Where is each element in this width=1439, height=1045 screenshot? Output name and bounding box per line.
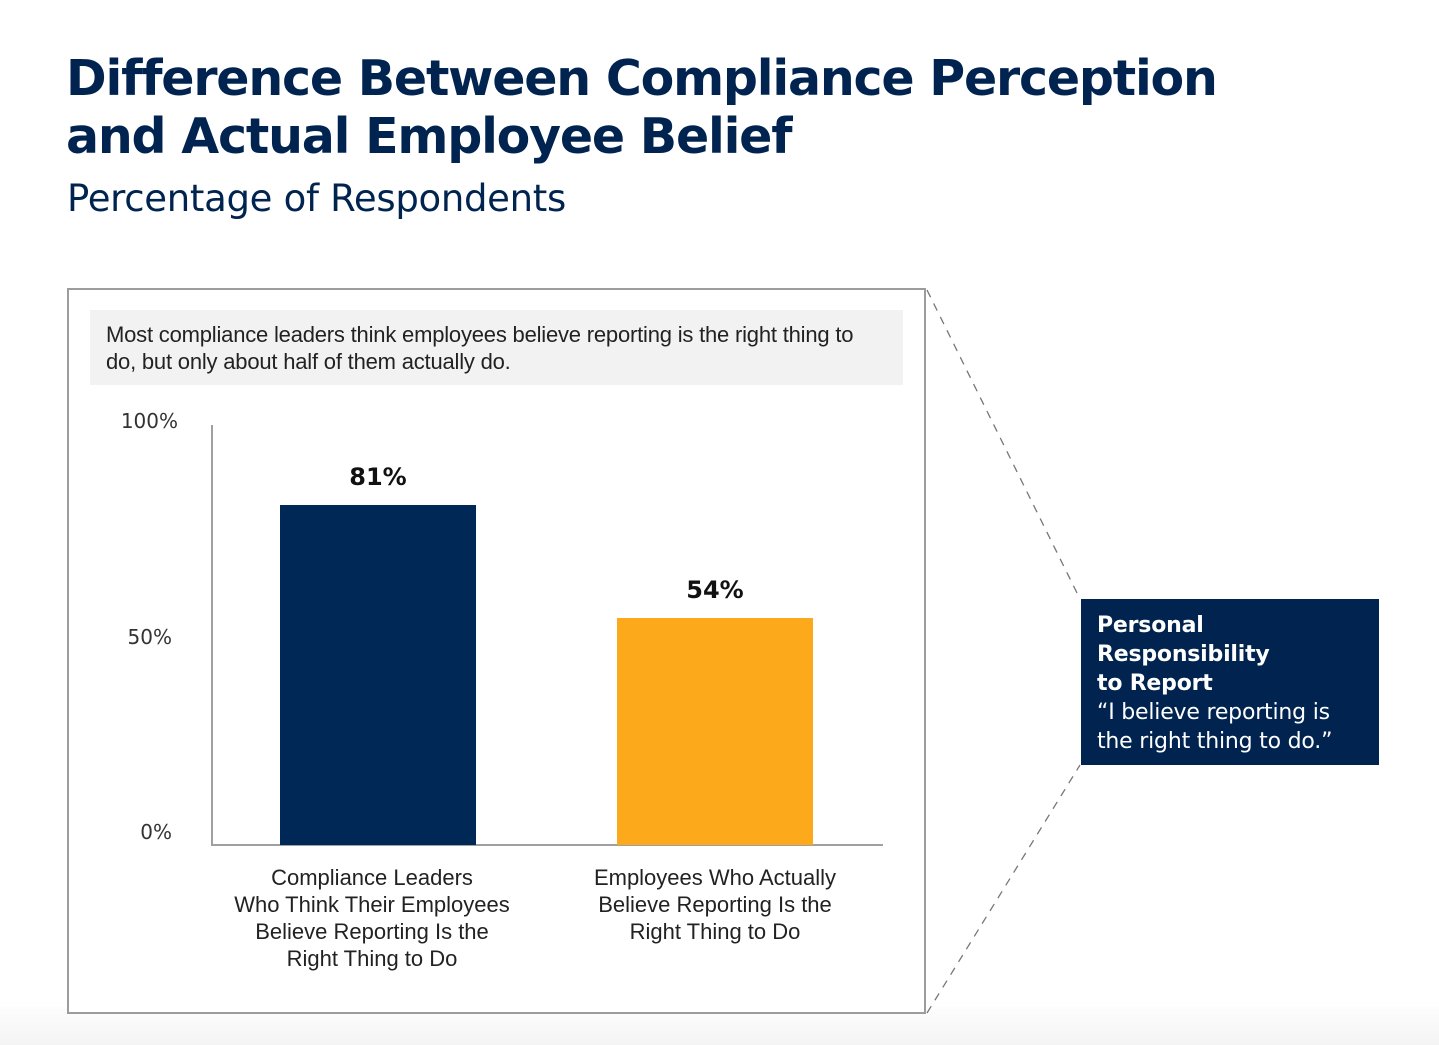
bar-2 — [617, 618, 813, 845]
annotation-box: Personal Responsibility to Report “I bel… — [1081, 599, 1379, 765]
annotation-title: Personal Responsibility to Report — [1097, 613, 1270, 696]
chart-callout: Most compliance leaders think employees … — [90, 310, 903, 385]
title-line-2: and Actual Employee Belief — [66, 108, 793, 165]
y-tick-label: 0% — [140, 820, 172, 844]
page-subtitle: Percentage of Respondents — [67, 177, 566, 220]
y-axis-line — [211, 425, 213, 846]
bar-value-label: 81% — [349, 462, 407, 491]
category-label: Employees Who Actually Believe Reporting… — [593, 865, 837, 944]
annotation-quote: “I believe reporting is the right thing … — [1097, 700, 1333, 754]
y-tick-label: 100% — [120, 409, 178, 433]
category-label: Compliance Leaders Who Think Their Emplo… — [234, 865, 510, 971]
connector-line-bottom — [926, 764, 1081, 1014]
page-title: Difference Between Compliance Perception… — [66, 50, 1218, 166]
connector-line-top — [926, 289, 1081, 600]
x-axis-line — [211, 844, 883, 846]
title-line-1: Difference Between Compliance Perception — [66, 50, 1218, 107]
bar-value-label: 54% — [686, 576, 744, 605]
y-tick-label: 50% — [127, 625, 172, 649]
bar-1 — [280, 504, 476, 845]
